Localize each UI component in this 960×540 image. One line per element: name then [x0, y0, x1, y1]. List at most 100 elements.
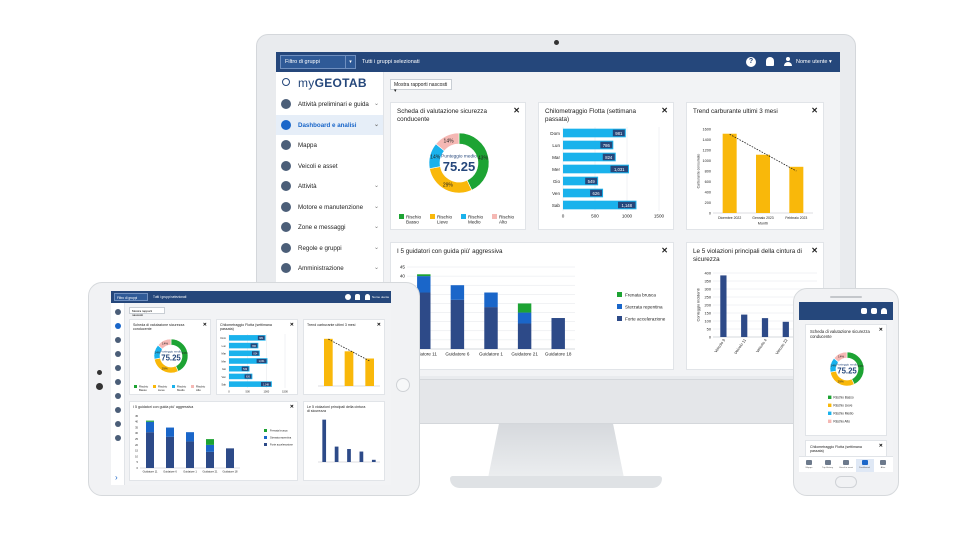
tablet-sidebar-icon[interactable]: [115, 337, 121, 343]
legend-swatch: [172, 385, 175, 388]
mileage-bar: [563, 200, 637, 210]
y-tick-label: 45: [400, 265, 406, 270]
user-icon[interactable]: [365, 294, 370, 300]
bell-icon[interactable]: [355, 294, 360, 300]
stacked-bar-segment: [166, 427, 174, 437]
close-icon[interactable]: ✕: [878, 327, 883, 333]
legend-label: Alto: [196, 388, 201, 392]
help-icon[interactable]: ?: [746, 57, 756, 67]
help-icon[interactable]: [345, 294, 351, 300]
tablet-sidebar-icon[interactable]: [115, 379, 121, 385]
sidebar-item-label: Dashboard e analisi: [298, 121, 357, 129]
close-icon[interactable]: ✕: [376, 322, 381, 328]
nav-label: Veicoli e asset: [839, 467, 853, 469]
sidebar-item[interactable]: Attività preliminari e guida ⌄: [276, 94, 383, 115]
user-icon[interactable]: [784, 57, 792, 66]
nav-icon: [843, 460, 849, 465]
tablet-user-name[interactable]: Nome utente: [372, 295, 390, 299]
tablet-sidebar-icon[interactable]: [115, 365, 121, 371]
sidebar-item[interactable]: Dashboard e analisi ⌄: [276, 114, 383, 135]
bar-value-badge: [617, 201, 636, 209]
tablet-sidebar-icon[interactable]: [115, 323, 121, 329]
sidebar-item[interactable]: Veicoli e asset: [276, 156, 383, 177]
monitor-camera: [554, 40, 559, 45]
close-icon[interactable]: ✕: [661, 246, 668, 255]
legend-swatch: [492, 214, 497, 219]
user-icon[interactable]: [881, 308, 887, 314]
y-tick-label: 400: [705, 190, 711, 194]
phone-nav-item[interactable]: Veicoli e asset: [837, 459, 855, 472]
tablet-group-filter[interactable]: Filtro di gruppi: [114, 293, 148, 301]
x-tick-label: 1500: [654, 214, 665, 219]
stacked-bar-segment: [517, 303, 532, 313]
legend-swatch: [134, 385, 137, 388]
card-title: Chilometraggio Flotta (settimana passata…: [545, 108, 636, 123]
tablet-sidebar-icon[interactable]: [115, 351, 121, 357]
sidebar-item-label: Attività: [298, 183, 317, 190]
show-hidden-reports-button[interactable]: Mostra rapporti nascosti ▾: [390, 79, 452, 94]
x-tick-label: Guidatore 18: [223, 470, 239, 474]
close-icon[interactable]: ✕: [661, 106, 668, 115]
tablet-sidebar-icon[interactable]: [115, 393, 121, 399]
tablet-belt-card: Le 5 violazioni principali della cintura…: [303, 401, 385, 481]
belt-bar: [322, 419, 327, 462]
phone-safety-card: Scheda di valutazione sicurezza conducen…: [805, 324, 887, 436]
sidebar-item-label: Mappa: [298, 142, 317, 149]
close-icon[interactable]: ✕: [811, 246, 818, 255]
chevron-down-icon: ⌄: [373, 203, 379, 210]
tablet-fuel-card: Trend carburante ultimi 3 mesi ✕: [303, 319, 385, 395]
tablet-show-hidden-reports[interactable]: Mostra rapporti nascosti: [129, 307, 165, 317]
user-menu[interactable]: Nome utente ▾: [796, 59, 832, 65]
legend-label: Rischio: [437, 215, 453, 220]
sidebar-item[interactable]: Regole e gruppi ⌄: [276, 238, 383, 259]
selected-groups-text[interactable]: Tutti i gruppi selezionati: [362, 59, 420, 65]
bar-value-label: 1,031: [259, 360, 266, 363]
search-icon[interactable]: [282, 78, 290, 86]
bar-value-badge: [610, 165, 628, 173]
x-tick-label: Veicolo 9: [713, 338, 726, 354]
sidebar-item[interactable]: Mappa: [276, 135, 383, 156]
sidebar-item-label: Amministrazione: [298, 265, 344, 272]
bar-value-label: 1,031: [614, 167, 625, 172]
close-icon[interactable]: ✕: [878, 443, 883, 449]
stacked-bar-segment: [206, 444, 214, 452]
bar-value-label: 626: [246, 376, 251, 379]
mileage-bar: [229, 365, 250, 372]
phone-nav-item[interactable]: Trip History: [819, 459, 837, 472]
phone-nav-item[interactable]: Altro: [874, 459, 892, 472]
close-icon[interactable]: ✕: [513, 106, 520, 115]
mileage-bar: [563, 176, 599, 186]
y-tick-label: 1000: [703, 159, 711, 163]
sidebar-item[interactable]: Motore e manutenzione ⌄: [276, 197, 383, 218]
stacked-bar-segment: [517, 323, 532, 349]
slice-label: 14%: [162, 341, 168, 345]
phone-nav-item[interactable]: Dashboard: [855, 459, 874, 472]
group-filter-dropdown[interactable]: Filtro di gruppi ▾: [280, 55, 356, 69]
tablet-sidebar-icon[interactable]: [115, 407, 121, 413]
close-icon[interactable]: ✕: [289, 322, 294, 328]
tablet-sidebar-icon[interactable]: [115, 435, 121, 441]
hierarchy-icon[interactable]: [861, 308, 867, 314]
bell-icon[interactable]: [766, 57, 774, 66]
tablet-selected-groups[interactable]: Tutti i gruppi selezionati: [153, 295, 187, 299]
tablet-sidebar-icon[interactable]: [115, 421, 121, 427]
card-title: Scheda di valutazione sicurezza conducen…: [810, 329, 870, 340]
tablet-sidebar-icon[interactable]: [115, 309, 121, 315]
belt-bar: [741, 314, 748, 337]
close-icon[interactable]: ✕: [289, 404, 294, 410]
bar-value-badge: [585, 177, 598, 185]
bar-value-label: 981: [615, 131, 623, 136]
close-icon[interactable]: ✕: [811, 106, 818, 115]
close-icon[interactable]: ✕: [202, 322, 207, 328]
sidebar-item[interactable]: Zone e messaggi ⌄: [276, 217, 383, 238]
bell-icon[interactable]: [871, 308, 877, 314]
sidebar-item[interactable]: Attività ⌄: [276, 176, 383, 197]
expand-sidebar-icon[interactable]: ›: [115, 473, 118, 482]
y-axis-label: Carburante consumato: [696, 154, 700, 189]
phone-nav-item[interactable]: Mappa: [800, 459, 818, 472]
sidebar-item[interactable]: Amministrazione ⌄: [276, 258, 383, 279]
y-tick-label: Sab: [552, 203, 561, 208]
bar-value-badge: [612, 129, 625, 137]
